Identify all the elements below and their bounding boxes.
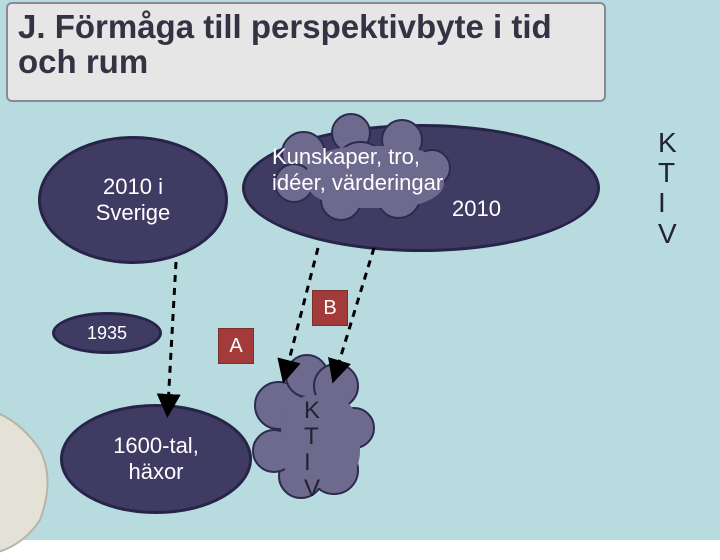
- arrows: [0, 0, 720, 540]
